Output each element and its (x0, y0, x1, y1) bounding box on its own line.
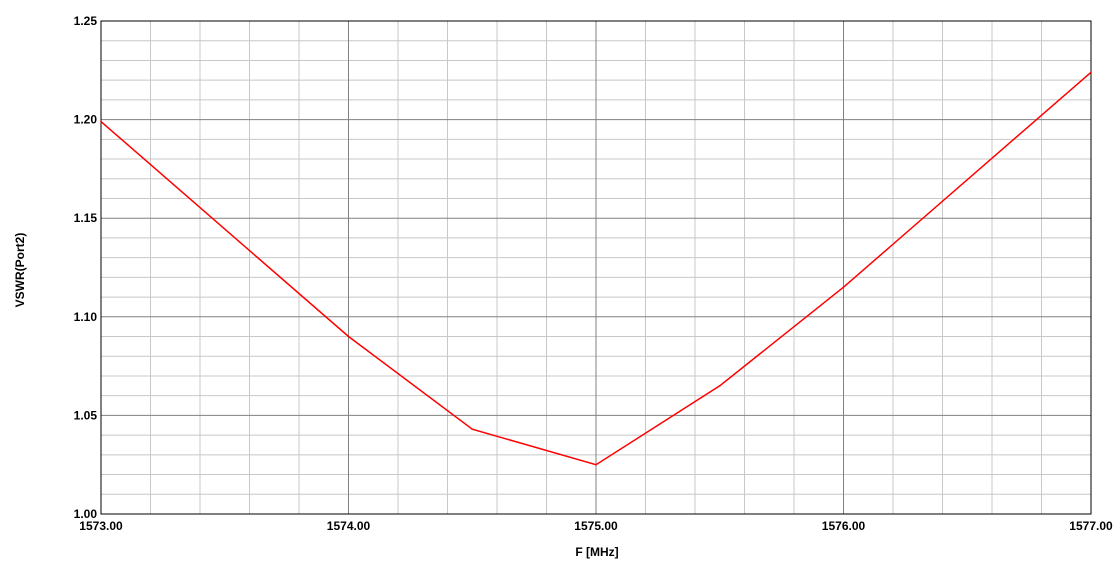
data-point (100, 120, 102, 123)
plot-frame (100, 20, 1092, 515)
data-point (595, 463, 597, 466)
x-tick-label: 1574.00 (327, 519, 371, 533)
y-tick-label: 1.05 (74, 408, 98, 422)
y-tick-labels: 1.00 1.05 1.10 1.15 1.20 1.25 (74, 14, 98, 521)
x-tick-label: 1576.00 (822, 519, 866, 533)
series-layer (100, 71, 1092, 466)
data-point (1090, 71, 1092, 74)
y-tick-label: 1.20 (74, 113, 98, 127)
x-axis-title: F [MHz] (575, 545, 618, 559)
x-tick-label: 1573.00 (79, 519, 123, 533)
y-tick-label: 1.00 (74, 507, 98, 521)
y-tick-label: 1.25 (74, 14, 98, 28)
x-tick-label: 1577.00 (1069, 519, 1113, 533)
major-grid (101, 21, 1091, 514)
y-tick-label: 1.10 (74, 310, 98, 324)
x-tick-labels: 1573.00 1574.00 1575.00 1576.00 1577.00 (79, 519, 1113, 533)
data-point (842, 286, 845, 289)
y-tick-label: 1.15 (74, 211, 98, 225)
x-tick-label: 1575.00 (574, 519, 618, 533)
y-axis-title: VSWR(Port2) (13, 233, 27, 308)
data-point (718, 385, 721, 387)
data-point (471, 428, 474, 431)
data-point (347, 335, 350, 338)
